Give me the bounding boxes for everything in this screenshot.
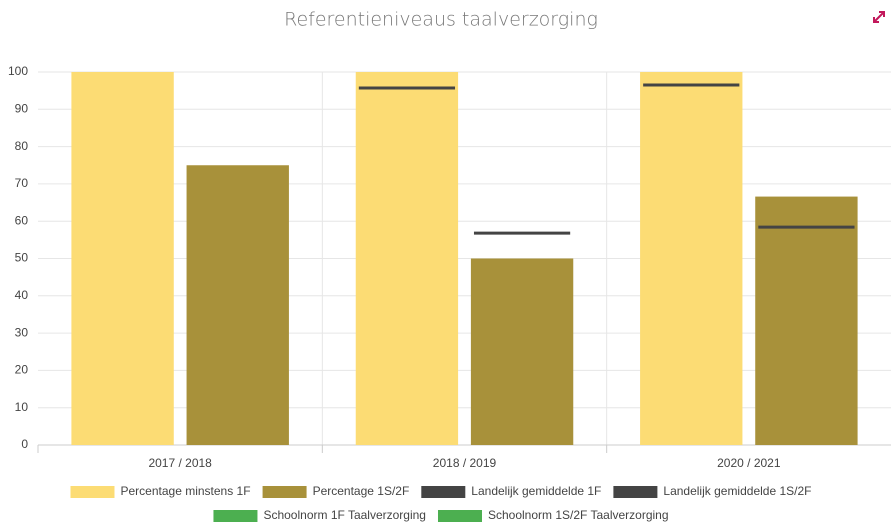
y-tick-label: 10 xyxy=(15,400,29,414)
x-tick-label: 2017 / 2018 xyxy=(148,456,212,470)
bar xyxy=(355,72,459,445)
y-tick-label: 80 xyxy=(15,139,29,153)
y-tick-label: 0 xyxy=(21,437,28,451)
legend-swatch xyxy=(437,510,482,522)
legend-label: Percentage 1S/2F xyxy=(313,484,410,498)
x-tick-label: 2020 / 2021 xyxy=(717,456,781,470)
y-tick-label: 30 xyxy=(15,325,29,339)
chart-title: Referentieniveaus taalverzorging xyxy=(284,9,598,31)
y-tick-label: 90 xyxy=(15,101,29,115)
legend-swatch xyxy=(613,486,658,498)
y-tick-label: 100 xyxy=(8,64,28,78)
expand-icon-path xyxy=(873,11,885,23)
legend-swatch xyxy=(213,510,258,522)
y-tick-label: 20 xyxy=(15,363,29,377)
legend-swatch xyxy=(70,486,115,498)
bar xyxy=(71,72,174,445)
bar xyxy=(470,258,574,445)
x-tick-label: 2018 / 2019 xyxy=(433,456,497,470)
legend-swatch xyxy=(262,486,307,498)
legend-label: Landelijk gemiddelde 1F xyxy=(471,484,601,498)
y-tick-label: 40 xyxy=(15,288,29,302)
y-tick-label: 50 xyxy=(15,251,29,265)
legend-label: Landelijk gemiddelde 1S/2F xyxy=(663,484,811,498)
legend-label: Percentage minstens 1F xyxy=(120,484,250,498)
bar xyxy=(186,165,289,445)
legend-label: Schoolnorm 1S/2F Taalverzorging xyxy=(488,508,669,522)
y-tick-label: 60 xyxy=(15,213,29,227)
expand-icon[interactable] xyxy=(873,11,885,23)
legend-label: Schoolnorm 1F Taalverzorging xyxy=(263,508,426,522)
y-tick-label: 70 xyxy=(15,176,29,190)
legend-swatch xyxy=(421,486,466,498)
bar xyxy=(640,72,743,445)
bar xyxy=(755,196,858,445)
